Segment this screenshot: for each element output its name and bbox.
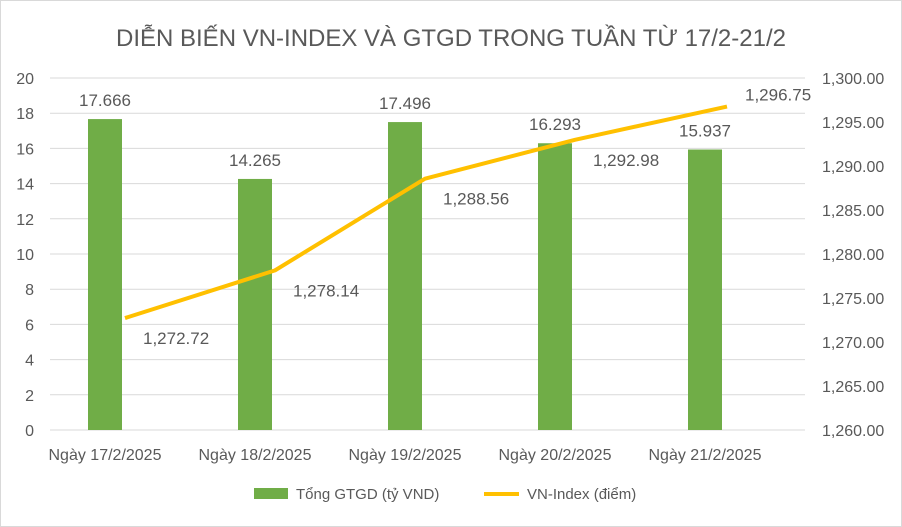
bar-data-label: 17.666 bbox=[79, 91, 131, 110]
x-tick-label: Ngày 20/2/2025 bbox=[499, 447, 612, 464]
y-left-tick-label: 10 bbox=[16, 247, 34, 264]
line-series bbox=[124, 104, 728, 320]
bar-data-label: 16.293 bbox=[529, 115, 581, 134]
bar bbox=[238, 178, 272, 430]
y-left-tick-label: 18 bbox=[16, 106, 34, 123]
line-data-label: 1,292.98 bbox=[593, 151, 659, 170]
legend-label-bar: Tổng GTGD (tỷ VND) bbox=[296, 486, 439, 503]
y-left-tick-label: 20 bbox=[16, 71, 34, 88]
x-tick-label: Ngày 18/2/2025 bbox=[199, 447, 312, 464]
y-right-tick-label: 1,275.00 bbox=[822, 291, 884, 308]
y-left-tick-label: 14 bbox=[16, 177, 34, 194]
line-data-label: 1,272.72 bbox=[143, 329, 209, 348]
bar bbox=[388, 122, 422, 430]
bar bbox=[688, 149, 722, 431]
y-left-tick-label: 8 bbox=[25, 282, 34, 299]
y-left-tick-label: 4 bbox=[25, 353, 34, 370]
y-left-tick-label: 12 bbox=[16, 212, 34, 229]
y-right-tick-label: 1,265.00 bbox=[822, 379, 884, 396]
x-tick-label: Ngày 19/2/2025 bbox=[349, 447, 462, 464]
bar-data-label: 17.496 bbox=[379, 94, 431, 113]
y-right-tick-label: 1,295.00 bbox=[822, 115, 884, 132]
y-right-tick-label: 1,300.00 bbox=[822, 71, 884, 88]
chart-title: DIỄN BIẾN VN-INDEX VÀ GTGD TRONG TUẦN TỪ… bbox=[116, 23, 786, 52]
bar bbox=[88, 119, 122, 430]
x-tick-label: Ngày 17/2/2025 bbox=[49, 447, 162, 464]
x-tick-label: Ngày 21/2/2025 bbox=[649, 447, 762, 464]
line-data-label: 1,296.75 bbox=[745, 86, 811, 105]
bar bbox=[538, 143, 572, 430]
y-left-tick-label: 16 bbox=[16, 141, 34, 158]
legend-swatch-bar bbox=[254, 488, 288, 499]
bar-data-label: 15.937 bbox=[679, 122, 731, 141]
y-right-tick-label: 1,260.00 bbox=[822, 423, 884, 440]
y-right-tick-label: 1,270.00 bbox=[822, 335, 884, 352]
y-left-tick-label: 6 bbox=[25, 317, 34, 334]
y-right-tick-label: 1,280.00 bbox=[822, 247, 884, 264]
line-data-label: 1,288.56 bbox=[443, 190, 509, 209]
y-left-tick-label: 2 bbox=[25, 388, 34, 405]
line-data-label: 1,278.14 bbox=[293, 281, 359, 300]
legend-label-line: VN-Index (điểm) bbox=[527, 486, 636, 503]
bar-data-label: 14.265 bbox=[229, 151, 281, 170]
y-right-tick-label: 1,290.00 bbox=[822, 159, 884, 176]
y-left-tick-label: 0 bbox=[25, 423, 34, 440]
y-right-tick-label: 1,285.00 bbox=[822, 203, 884, 220]
